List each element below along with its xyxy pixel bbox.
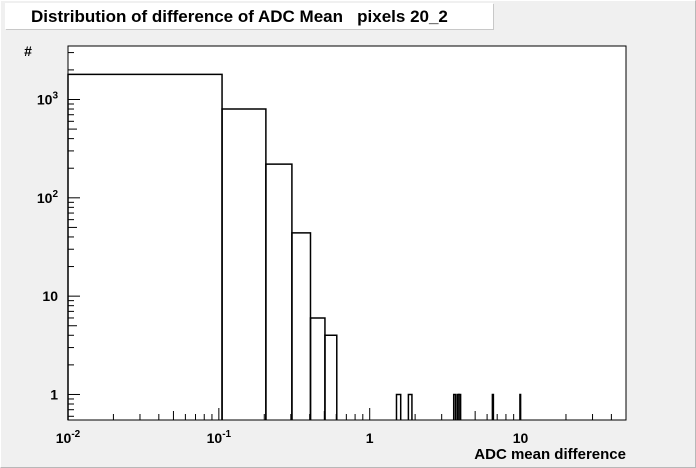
axis-labels: 10-2 10-1 1 10 1 10 102 103	[37, 90, 529, 446]
histogram-bar	[407, 393, 413, 420]
histogram-bar	[395, 393, 402, 420]
title-box: Distribution of difference of ADC Mean p…	[5, 3, 493, 29]
y-tick-label: 1	[50, 386, 58, 402]
x-tick-label: 10-1	[207, 429, 232, 446]
y-axis-title: #	[24, 43, 32, 59]
plot-area	[67, 45, 627, 421]
y-tick-label: 102	[37, 189, 59, 206]
histogram-bins	[67, 73, 522, 420]
histogram-bar	[452, 393, 457, 420]
histogram-bar	[491, 393, 495, 420]
histogram-bar	[519, 393, 522, 420]
x-tick-label: 10-2	[56, 429, 81, 446]
x-axis-title: ADC mean difference	[474, 446, 626, 463]
x-tick-label: 1	[366, 430, 374, 446]
y-tick-label: 10	[42, 288, 58, 304]
histogram-bar	[458, 393, 462, 420]
chart-title: Distribution of difference of ADC Mean p…	[31, 7, 448, 26]
histogram-bar	[324, 334, 338, 420]
y-tick-label: 103	[37, 90, 59, 107]
x-tick-label: 10	[513, 430, 529, 446]
